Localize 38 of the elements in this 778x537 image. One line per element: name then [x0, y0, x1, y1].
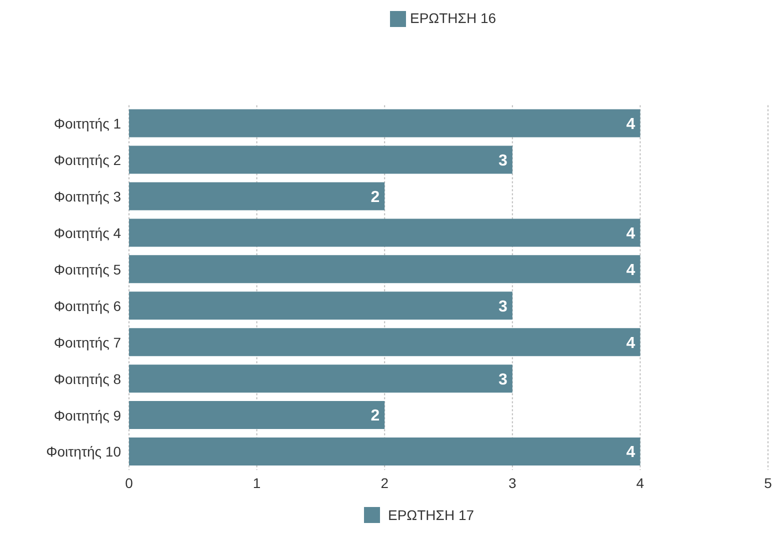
y-tick-label: Φοιτητής 9	[54, 407, 122, 424]
data-label: 4	[626, 116, 636, 133]
data-label: 3	[498, 371, 508, 388]
bar	[129, 292, 512, 320]
data-label: 2	[370, 188, 380, 206]
y-tick-label: Φοιτητής 4	[54, 224, 122, 241]
y-tick-label: Φοιτητής 2	[54, 152, 122, 168]
data-label: 4	[626, 262, 636, 279]
y-tick-label: Φοιτητής 3	[54, 188, 122, 204]
data-label: 3	[498, 298, 508, 316]
y-tick-label: Φοιτητής 10	[46, 444, 122, 460]
data-label: 2	[370, 408, 380, 425]
bar	[129, 401, 385, 430]
x-tick-label: 4	[636, 474, 644, 491]
bar	[129, 255, 640, 284]
y-tick-label: Φοιτητής 8	[54, 370, 122, 387]
y-tick-label: Φοιτητής 1	[54, 116, 122, 132]
y-tick-label: Φοιτητής 5	[54, 261, 122, 278]
x-tick-label: 5	[764, 474, 772, 491]
bar	[129, 438, 640, 466]
bar	[129, 182, 385, 210]
bar	[129, 328, 640, 356]
x-tick-label: 0	[125, 474, 134, 491]
bar	[129, 146, 512, 174]
x-tick-label: 3	[508, 474, 516, 491]
bar	[129, 218, 640, 247]
text: ΕΡΩΤΗΣΗ 17	[388, 507, 474, 523]
x-tick-label: 2	[380, 474, 389, 491]
data-label: 4	[626, 225, 636, 242]
data-label: 4	[626, 444, 636, 462]
bar	[129, 109, 640, 138]
data-label: 3	[498, 152, 508, 170]
y-tick-label: Φοιτητής 6	[54, 298, 122, 314]
y-tick-label: Φοιτητής 7	[54, 334, 122, 350]
legend-label: ΕΡΩΤΗΣΗ 16	[410, 10, 496, 26]
bar	[129, 364, 512, 393]
x-tick-label: 1	[252, 474, 261, 491]
data-label: 4	[626, 334, 636, 352]
